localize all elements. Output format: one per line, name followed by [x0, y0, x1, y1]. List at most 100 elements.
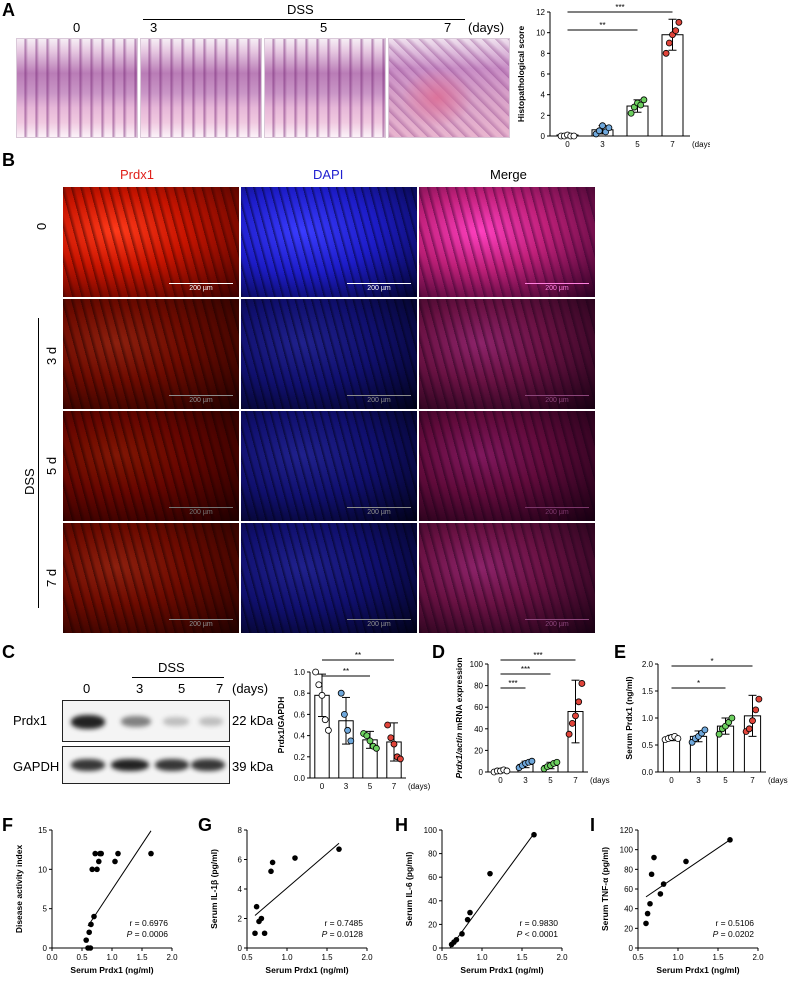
data-point	[749, 717, 756, 725]
dss-bracket-a	[143, 19, 465, 20]
scalebar: 200 µm	[525, 395, 589, 405]
data-point	[115, 850, 121, 857]
y-tick-label: 2	[238, 915, 243, 924]
regression-line	[449, 833, 535, 949]
row-label-7d: 7 d	[44, 568, 59, 587]
x-tick-label: 0	[498, 776, 503, 785]
data-point	[269, 859, 276, 866]
regression-line	[645, 839, 731, 898]
if-prdx1-day-0: 200 µm	[63, 187, 239, 297]
data-point	[318, 691, 326, 699]
days-label: (days)	[408, 782, 430, 791]
y-tick-label: 0.6	[294, 710, 306, 719]
dss-label-b: DSS	[22, 468, 37, 495]
x-tick-label: 5	[635, 140, 640, 149]
y-tick-label: 20	[624, 924, 633, 933]
y-tick-label: 0.8	[294, 689, 306, 698]
x-tick-label: 0.0	[46, 953, 58, 962]
x-tick-label: 7	[573, 776, 578, 785]
x-tick-label: 3	[344, 782, 349, 791]
scalebar: 200 µm	[169, 507, 233, 517]
days-label: (days)	[590, 776, 610, 785]
data-point	[83, 937, 89, 943]
data-point	[336, 846, 342, 852]
band	[199, 717, 223, 726]
data-point	[662, 49, 670, 57]
he-label-3: 3	[150, 20, 158, 35]
data-point	[86, 929, 92, 936]
he-image-day-0	[16, 38, 138, 138]
significance-label: *	[710, 657, 713, 666]
y-tick-label: 6	[541, 70, 546, 79]
data-point	[261, 930, 268, 937]
y-tick-label: 40	[624, 905, 633, 914]
he-image-day-7	[388, 38, 510, 138]
if-merge-day-5: 200 µm	[419, 411, 595, 521]
dss-label-c: DSS	[158, 660, 185, 675]
x-tick-label: 3	[696, 776, 701, 785]
significance-label: **	[599, 21, 605, 30]
significance-label: ***	[521, 665, 530, 674]
data-point	[752, 706, 760, 714]
scalebar: 200 µm	[347, 283, 411, 293]
y-tick-label: 4	[238, 885, 243, 894]
data-point	[312, 668, 319, 676]
y-axis-label: Serum Prdx1 (ng/ml)	[624, 676, 634, 759]
lane-label-0: 0	[83, 681, 91, 696]
y-tick-label: 60	[624, 885, 633, 894]
y-tick-label: 12	[536, 8, 545, 17]
row-label-3d: 3 d	[44, 346, 59, 365]
correlation-p: P = 0.0006	[127, 929, 169, 939]
chart-f-dai-correlation: 0 5 10 15 0.0 0.5 1.0 1.5 2.0 Serum Prdx1 (ng/ml)…	[14, 826, 178, 975]
if-prdx1-day-5: 200 µm	[63, 411, 239, 521]
data-point	[572, 712, 579, 720]
x-tick-label: 5	[723, 776, 728, 785]
y-axis-label: Histopathological score	[516, 26, 526, 123]
y-tick-label: 0.0	[642, 768, 654, 777]
y-tick-label: 2.0	[642, 660, 654, 669]
x-tick-label: 0	[565, 140, 570, 149]
data-point	[315, 681, 323, 689]
x-tick-label: 0.5	[76, 953, 88, 962]
y-tick-label: 40	[428, 897, 437, 906]
data-point	[268, 868, 274, 875]
x-tick-label: 7	[392, 782, 397, 791]
significance-label: ***	[508, 679, 517, 688]
band	[71, 759, 105, 771]
data-point	[595, 127, 603, 135]
panel-letter-h: H	[395, 815, 408, 835]
significance-label: ***	[615, 3, 624, 12]
data-point	[337, 689, 345, 697]
western-blot-gapdh	[62, 746, 230, 784]
y-tick-label: 100	[424, 826, 438, 835]
days-label-a: (days)	[468, 20, 505, 35]
panel-letter-g: G	[198, 815, 213, 835]
x-tick-label: 7	[750, 776, 755, 785]
panel-letter-i: I	[590, 815, 596, 835]
y-tick-label: 1.0	[642, 714, 654, 723]
scalebar: 200 µm	[525, 507, 589, 517]
scalebar: 200 µm	[169, 283, 233, 293]
correlation-r: r = 0.9830	[519, 918, 558, 928]
data-point	[94, 866, 100, 873]
y-tick-label: 0	[238, 944, 243, 953]
data-point	[647, 900, 653, 907]
x-tick-label: 1.0	[476, 953, 488, 962]
correlation-r: r = 0.7485	[324, 918, 363, 928]
scalebar: 200 µm	[347, 395, 411, 405]
data-point	[728, 714, 736, 722]
protein-label-prdx1: Prdx1	[13, 713, 47, 728]
data-point	[292, 855, 298, 861]
kda-label-gapdh: 39 kDa	[232, 759, 274, 774]
x-tick-label: 7	[670, 140, 675, 149]
y-tick-label: 0	[541, 132, 546, 141]
dss-bracket-b	[38, 318, 39, 608]
panel-letter-e: E	[614, 642, 627, 662]
chart-e-serum-prdx1: 0.0 0.5 1.0 1.5 2.0 0 3 5 7 (days) Serum Prdx1 (ng…	[624, 657, 788, 785]
correlation-p: P < 0.0001	[517, 929, 559, 939]
x-tick-label: 1.5	[321, 953, 333, 962]
data-point	[253, 903, 260, 910]
x-tick-label: 1.5	[516, 953, 528, 962]
y-axis-label: Disease activity index	[14, 845, 24, 934]
data-point	[344, 726, 351, 734]
